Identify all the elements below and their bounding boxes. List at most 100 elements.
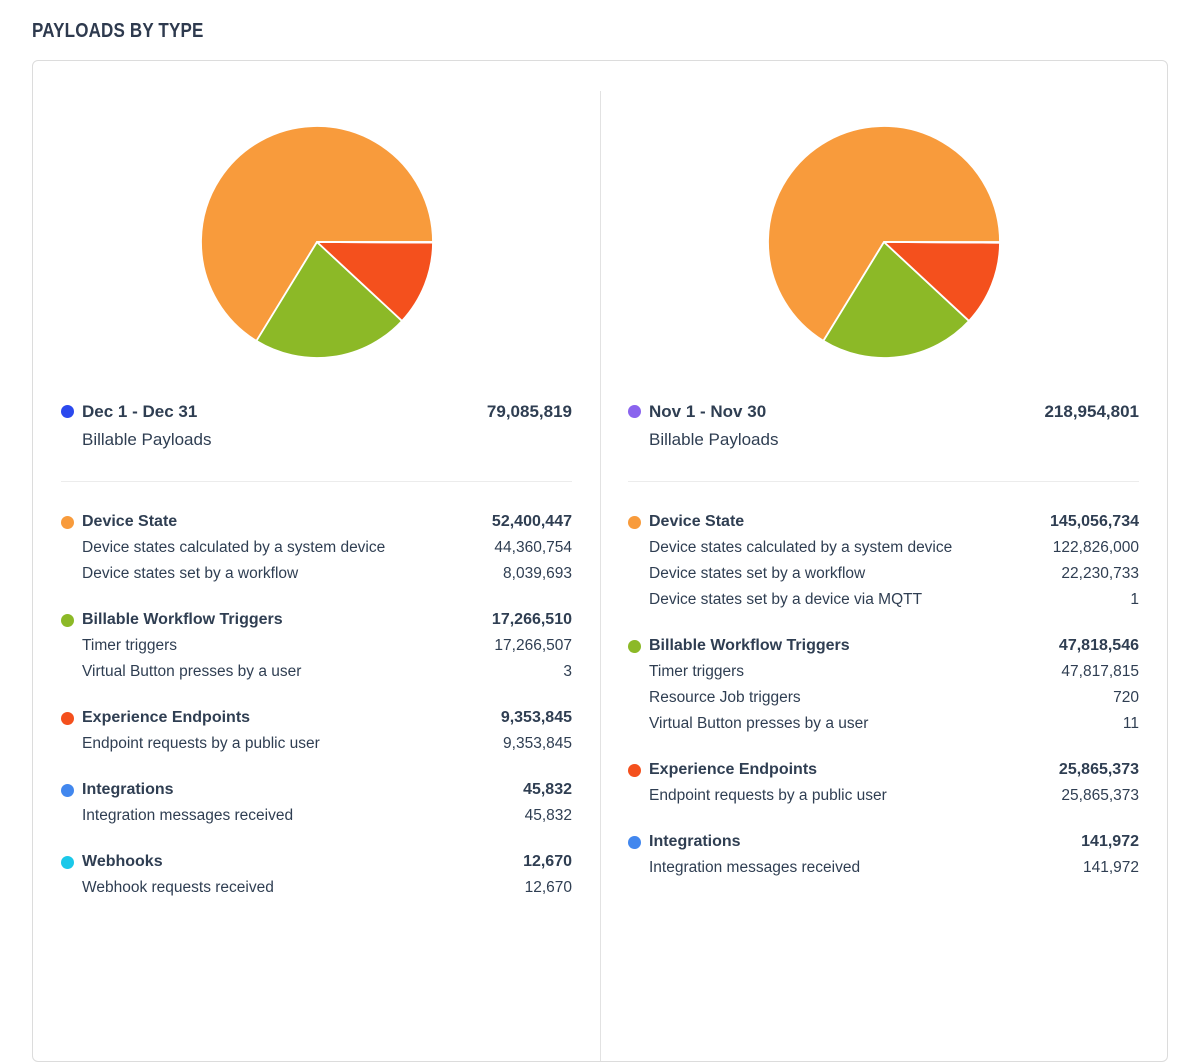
period-color-dot bbox=[61, 405, 74, 418]
category-color-dot bbox=[628, 764, 641, 777]
period-subtitle: Billable Payloads bbox=[649, 428, 1139, 451]
detail-value: 11 bbox=[1123, 711, 1139, 737]
category-value: 9,353,845 bbox=[501, 705, 572, 731]
category-color-dot bbox=[61, 712, 74, 725]
period-label: Dec 1 - Dec 31 bbox=[82, 400, 487, 423]
detail-label: Timer triggers bbox=[649, 659, 1061, 685]
period-label: Nov 1 - Nov 30 bbox=[649, 400, 1044, 423]
category-name: Experience Endpoints bbox=[82, 705, 501, 731]
detail-label: Virtual Button presses by a user bbox=[82, 659, 563, 685]
detail-label: Endpoint requests by a public user bbox=[649, 783, 1061, 809]
pie-chart-november bbox=[767, 125, 1001, 359]
detail-value: 17,266,507 bbox=[494, 633, 572, 659]
category-name: Billable Workflow Triggers bbox=[82, 607, 492, 633]
category-name: Billable Workflow Triggers bbox=[649, 633, 1059, 659]
category-color-dot bbox=[61, 516, 74, 529]
category-color-dot bbox=[61, 614, 74, 627]
period-subtitle: Billable Payloads bbox=[82, 428, 572, 451]
detail-label: Device states set by a workflow bbox=[82, 561, 503, 587]
detail-value: 141,972 bbox=[1083, 855, 1139, 881]
detail-label: Integration messages received bbox=[649, 855, 1083, 881]
category-name: Integrations bbox=[649, 829, 1081, 855]
period-summary: Nov 1 - Nov 30 218,954,801 Billable Payl… bbox=[628, 400, 1139, 451]
category-value: 141,972 bbox=[1081, 829, 1139, 855]
category-value: 45,832 bbox=[523, 777, 572, 803]
column-divider bbox=[600, 91, 601, 1061]
detail-label: Device states set by a workflow bbox=[649, 561, 1061, 587]
category-value: 145,056,734 bbox=[1050, 509, 1139, 535]
detail-label: Integration messages received bbox=[82, 803, 525, 829]
detail-value: 25,865,373 bbox=[1061, 783, 1139, 809]
category-color-dot bbox=[628, 516, 641, 529]
category-name: Device State bbox=[82, 509, 492, 535]
detail-value: 22,230,733 bbox=[1061, 561, 1139, 587]
category-color-dot bbox=[61, 784, 74, 797]
detail-label: Resource Job triggers bbox=[649, 685, 1113, 711]
detail-value: 47,817,815 bbox=[1061, 659, 1139, 685]
category-name: Device State bbox=[649, 509, 1050, 535]
detail-label: Device states set by a device via MQTT bbox=[649, 587, 1130, 613]
detail-value: 1 bbox=[1130, 587, 1139, 613]
category-name: Webhooks bbox=[82, 849, 523, 875]
category-value: 47,818,546 bbox=[1059, 633, 1139, 659]
category-value: 17,266,510 bbox=[492, 607, 572, 633]
detail-value: 122,826,000 bbox=[1053, 535, 1139, 561]
period-column-december: Dec 1 - Dec 31 79,085,819 Billable Paylo… bbox=[33, 61, 600, 1061]
category-color-dot bbox=[628, 836, 641, 849]
period-color-dot bbox=[628, 405, 641, 418]
detail-label: Endpoint requests by a public user bbox=[82, 731, 503, 757]
category-name: Experience Endpoints bbox=[649, 757, 1059, 783]
summary-divider bbox=[628, 481, 1139, 482]
detail-value: 44,360,754 bbox=[494, 535, 572, 561]
period-column-november: Nov 1 - Nov 30 218,954,801 Billable Payl… bbox=[600, 61, 1167, 1061]
detail-value: 12,670 bbox=[525, 875, 572, 901]
period-summary: Dec 1 - Dec 31 79,085,819 Billable Paylo… bbox=[61, 400, 572, 451]
category-value: 25,865,373 bbox=[1059, 757, 1139, 783]
category-detail-row: Device states calculated by a system dev… bbox=[628, 535, 1139, 561]
detail-label: Device states calculated by a system dev… bbox=[649, 535, 1053, 561]
detail-label: Virtual Button presses by a user bbox=[649, 711, 1123, 737]
detail-label: Timer triggers bbox=[82, 633, 494, 659]
category-color-dot bbox=[628, 640, 641, 653]
period-total: 79,085,819 bbox=[487, 400, 572, 423]
detail-value: 3 bbox=[563, 659, 572, 685]
summary-divider bbox=[61, 481, 572, 482]
detail-value: 720 bbox=[1113, 685, 1139, 711]
pie-chart-december bbox=[200, 125, 434, 359]
detail-value: 8,039,693 bbox=[503, 561, 572, 587]
pie-slice-integrations[interactable] bbox=[884, 242, 1000, 243]
payloads-card: Dec 1 - Dec 31 79,085,819 Billable Paylo… bbox=[32, 60, 1168, 1062]
detail-value: 9,353,845 bbox=[503, 731, 572, 757]
detail-value: 45,832 bbox=[525, 803, 572, 829]
